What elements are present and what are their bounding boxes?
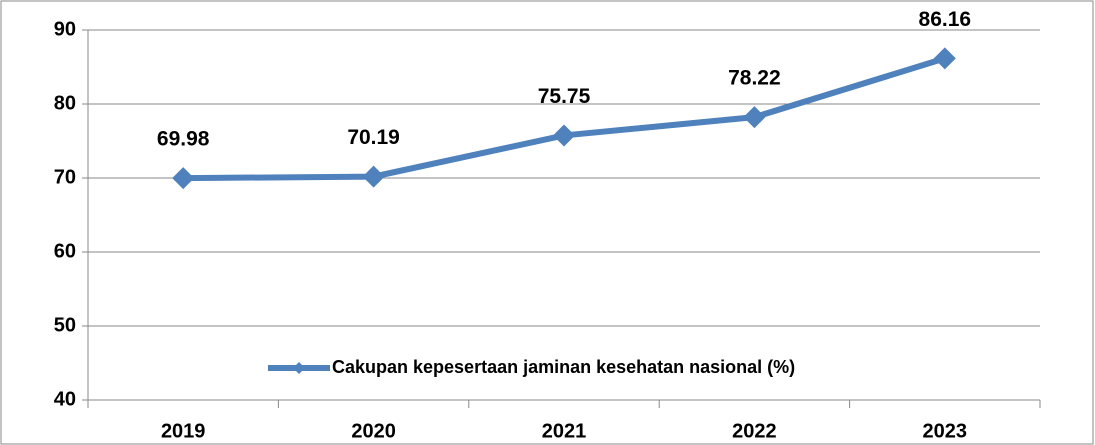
y-tick-label: 90 [54,18,76,40]
x-tick-label: 2022 [732,420,777,442]
x-tick-label: 2023 [923,420,968,442]
point-marker [362,165,385,188]
point-marker [172,167,195,190]
y-tick-label: 60 [54,240,76,262]
x-tick-label: 2021 [542,420,587,442]
point-marker [553,124,575,147]
y-tick-label: 70 [54,166,76,188]
legend-marker [293,362,305,374]
data-label: 86.16 [919,8,972,31]
data-label: 70.19 [347,126,400,149]
x-tick-label: 2019 [161,420,206,442]
data-label: 75.75 [538,85,591,108]
y-tick-label: 40 [54,388,76,410]
legend-label: Cakupan kepesertaan jaminan kesehatan na… [332,357,795,377]
y-tick-label: 50 [54,314,76,336]
point-marker [933,47,956,70]
point-marker [743,106,766,129]
y-tick-label: 80 [54,92,76,114]
x-tick-label: 2020 [351,420,396,442]
data-label: 69.98 [157,128,210,151]
data-label: 78.22 [728,67,781,90]
